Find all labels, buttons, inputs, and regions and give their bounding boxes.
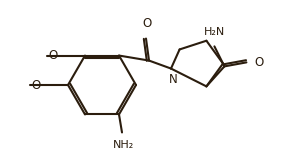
Text: N: N	[169, 72, 177, 86]
Text: O: O	[32, 79, 41, 92]
Text: O: O	[49, 49, 58, 62]
Text: NH₂: NH₂	[113, 140, 135, 150]
Text: H₂N: H₂N	[204, 27, 225, 37]
Text: O: O	[142, 16, 152, 30]
Text: O: O	[254, 56, 264, 69]
